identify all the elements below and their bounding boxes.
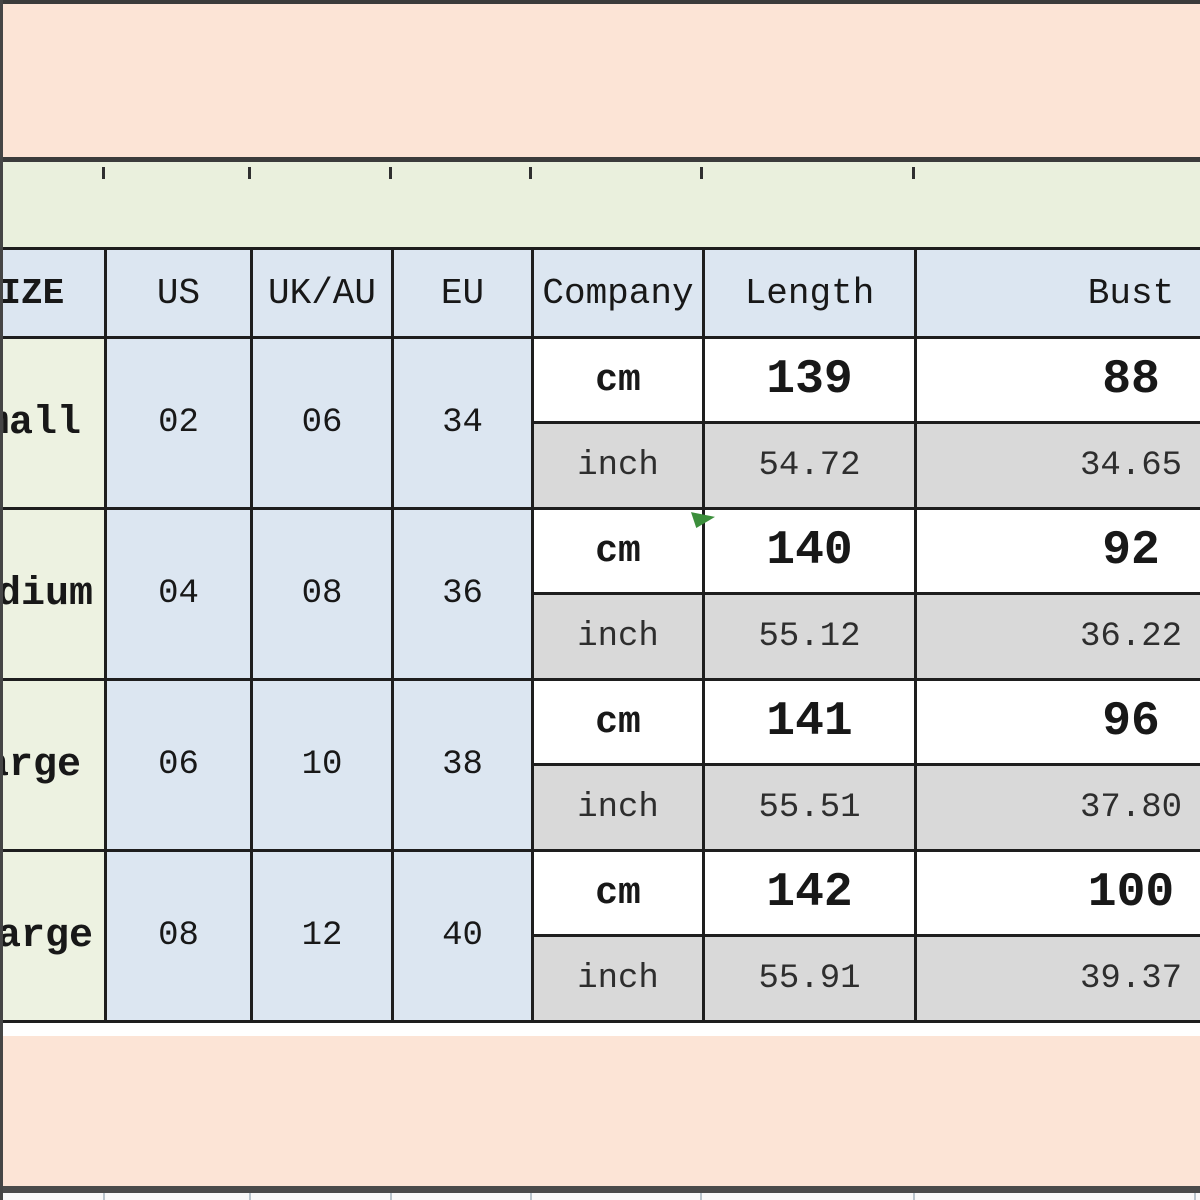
table-row-small-inch: inch 54.72 34.65 — [0, 421, 1200, 510]
column-border-tick — [700, 167, 703, 179]
column-border-tick — [389, 167, 392, 179]
header-size: SIZE — [0, 247, 107, 339]
column-border-tick — [390, 1193, 392, 1200]
column-border-tick — [1194, 1193, 1196, 1200]
column-border-tick — [529, 167, 532, 179]
uk-au-value: 12 — [250, 849, 394, 1023]
unit-label-cm: cm — [531, 678, 705, 766]
uk-au-value: 08 — [250, 507, 394, 681]
column-border-tick — [700, 1193, 702, 1200]
uk-au-value: 06 — [250, 336, 394, 510]
column-border-tick — [530, 1193, 532, 1200]
bust-inch-value: 34.65 — [914, 421, 1200, 510]
uk-au-value: 10 — [250, 678, 394, 852]
bottom-border-line — [0, 1186, 1200, 1193]
us-value: 08 — [104, 849, 253, 1023]
header-company: Company — [531, 247, 705, 339]
unit-label-cm: cm — [531, 849, 705, 937]
column-border-tick — [913, 1193, 915, 1200]
bust-cm-value: 88 — [914, 336, 1200, 424]
column-border-tick — [248, 167, 251, 179]
table-row-large-inch: inch 55.51 37.80 — [0, 763, 1200, 852]
table-row-small-cm: Small 02 06 34 cm 139 88 — [0, 336, 1200, 510]
length-cm-value: 139 — [702, 336, 917, 424]
length-inch-value: 55.91 — [702, 934, 917, 1023]
unit-label-cm: cm — [531, 507, 705, 595]
table-row-xlarge-cm: XLarge 08 12 40 cm 142 100 — [0, 849, 1200, 1023]
length-inch-value: 54.72 — [702, 421, 917, 510]
us-value: 06 — [104, 678, 253, 852]
eu-value: 36 — [391, 507, 534, 681]
size-label-large: Large — [0, 678, 107, 852]
bust-cm-value: 100 — [914, 849, 1200, 937]
header-row: SIZE US UK/AU EU Company Length Bust — [0, 247, 1200, 339]
length-inch-value: 55.51 — [702, 763, 917, 852]
header-us: US — [104, 247, 253, 339]
header-eu: EU — [391, 247, 534, 339]
length-cm-value: 141 — [702, 678, 917, 766]
us-value: 02 — [104, 336, 253, 510]
table-row-large-cm: Large 06 10 38 cm 141 96 — [0, 678, 1200, 852]
column-border-tick — [249, 1193, 251, 1200]
table-row-medium-inch: inch 55.12 36.22 — [0, 592, 1200, 681]
bottom-peach-band — [0, 1036, 1200, 1186]
unit-label-inch: inch — [531, 421, 705, 510]
length-inch-value: 55.12 — [702, 592, 917, 681]
column-border-tick — [103, 1193, 105, 1200]
bust-inch-value: 36.22 — [914, 592, 1200, 681]
header-length: Length — [702, 247, 917, 339]
header-uk-au: UK/AU — [250, 247, 394, 339]
column-border-tick — [102, 167, 105, 179]
unit-label-inch: inch — [531, 592, 705, 681]
column-border-tick — [912, 167, 915, 179]
us-value: 04 — [104, 507, 253, 681]
bust-inch-value: 37.80 — [914, 763, 1200, 852]
left-edge-border — [0, 0, 3, 1200]
bust-cm-value: 92 — [914, 507, 1200, 595]
bust-inch-value: 39.37 — [914, 934, 1200, 1023]
unit-label-inch: inch — [531, 763, 705, 852]
size-label-medium: Medium — [0, 507, 107, 681]
table-row-xlarge-inch: inch 55.91 39.37 — [0, 934, 1200, 1023]
size-chart-table: SIZE US UK/AU EU Company Length Bust Sma… — [0, 247, 1200, 1023]
header-bust: Bust — [914, 247, 1200, 339]
unit-label-cm: cm — [531, 336, 705, 424]
bottom-edge-strip — [0, 1193, 1200, 1200]
eu-value: 34 — [391, 336, 534, 510]
table-row-medium-cm: Medium 04 08 36 cm 140 92 — [0, 507, 1200, 681]
top-peach-band — [0, 0, 1200, 157]
size-label-xlarge: XLarge — [0, 849, 107, 1023]
green-spacer-row — [0, 157, 1200, 247]
eu-value: 38 — [391, 678, 534, 852]
length-cm-value: 140 — [702, 507, 917, 595]
size-label-small: Small — [0, 336, 107, 510]
length-cm-value: 142 — [702, 849, 917, 937]
eu-value: 40 — [391, 849, 534, 1023]
bust-cm-value: 96 — [914, 678, 1200, 766]
unit-label-inch: inch — [531, 934, 705, 1023]
